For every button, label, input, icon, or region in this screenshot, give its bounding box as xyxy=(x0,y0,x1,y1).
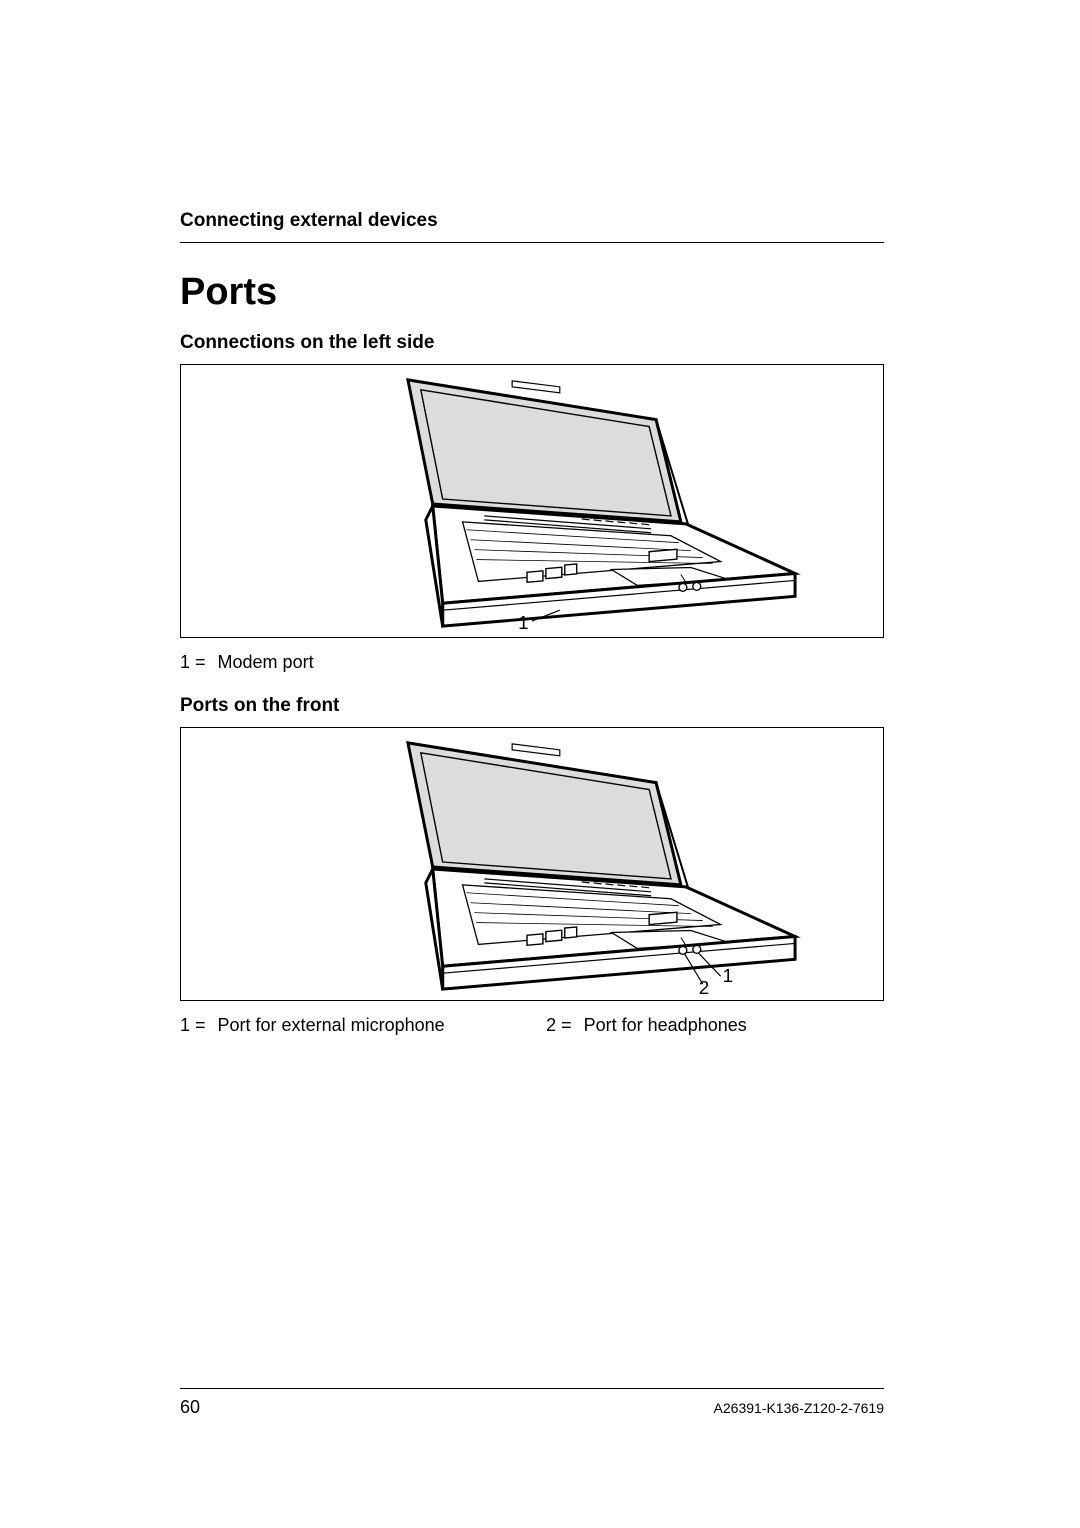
section-title: Ports xyxy=(180,271,884,314)
legend-text: Modem port xyxy=(218,652,314,673)
page-footer: 60 A26391-K136-Z120-2-7619 xyxy=(180,1388,884,1418)
fig2-legend-item: 2 = Port for headphones xyxy=(546,1015,884,1036)
legend-text: Port for headphones xyxy=(584,1015,747,1036)
legend-num: 1 = xyxy=(180,652,206,673)
page-number: 60 xyxy=(180,1397,200,1418)
fig2-heading: Ports on the front xyxy=(180,695,884,717)
fig2-legend: 1 = Port for external microphone 2 = Por… xyxy=(180,1015,884,1036)
footer-rule xyxy=(180,1388,884,1389)
running-header: Connecting external devices xyxy=(180,210,884,232)
laptop-front-illustration: 1 2 xyxy=(181,728,883,1000)
header-rule xyxy=(180,242,884,243)
legend-num: 1 = xyxy=(180,1015,206,1036)
fig2-legend-item: 1 = Port for external microphone xyxy=(180,1015,518,1036)
figure-front: 1 2 xyxy=(180,727,884,1001)
fig1-callout-1: 1 xyxy=(518,612,529,633)
fig2-callout-2: 2 xyxy=(699,977,710,998)
fig2-callout-1: 1 xyxy=(723,965,734,986)
fig1-legend-item: 1 = Modem port xyxy=(180,652,314,673)
document-page: Connecting external devices Ports Connec… xyxy=(0,0,1080,1528)
fig1-heading: Connections on the left side xyxy=(180,332,884,354)
laptop-left-illustration: 1 xyxy=(181,365,883,637)
legend-text: Port for external microphone xyxy=(218,1015,445,1036)
legend-num: 2 = xyxy=(546,1015,572,1036)
fig1-legend: 1 = Modem port xyxy=(180,652,884,673)
figure-left-side: 1 xyxy=(180,364,884,638)
document-id: A26391-K136-Z120-2-7619 xyxy=(714,1400,884,1416)
